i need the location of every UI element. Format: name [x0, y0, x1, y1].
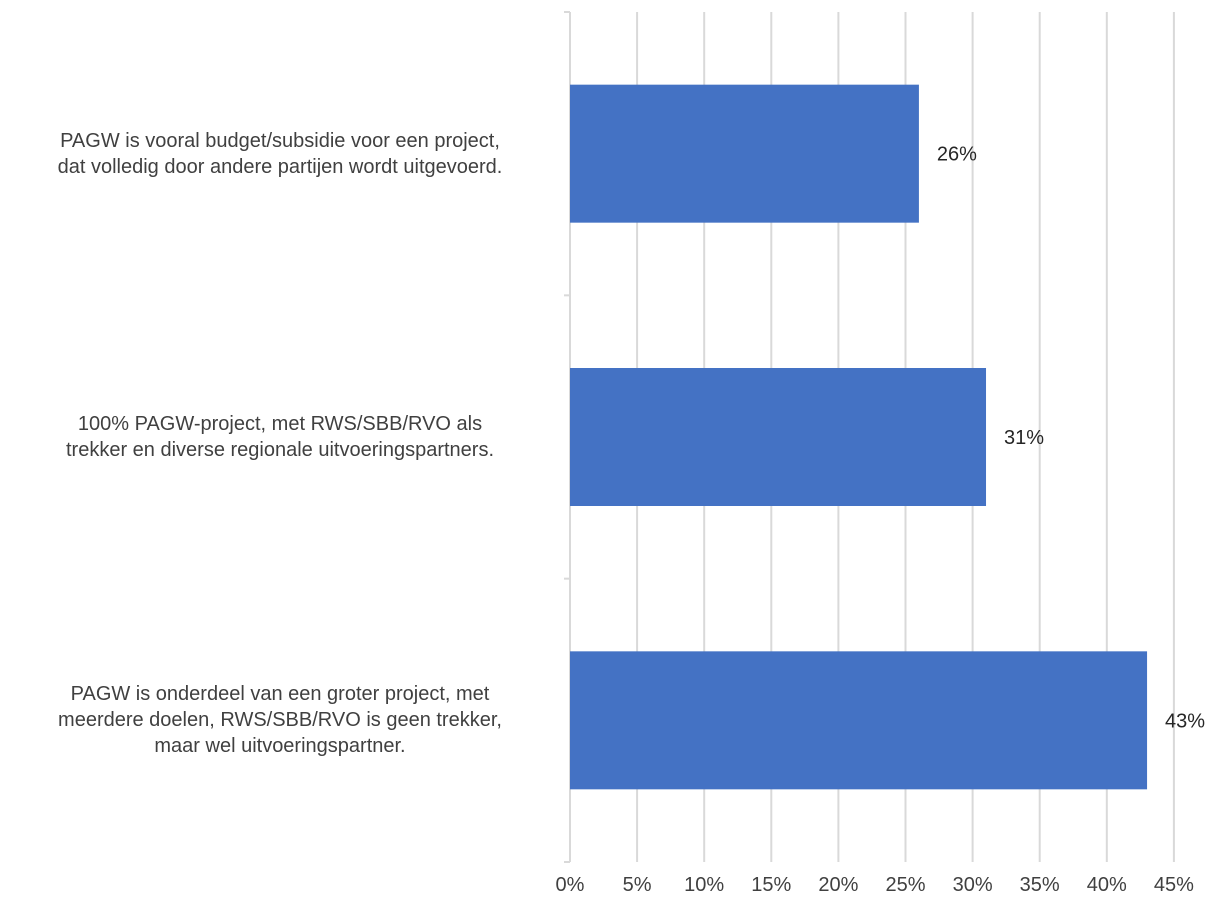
- x-tick-label: 30%: [953, 874, 993, 896]
- bar: [570, 651, 1148, 790]
- category-label-line: PAGW is vooral budget/subsidie voor een …: [60, 129, 500, 152]
- x-tick-label: 25%: [885, 874, 925, 896]
- data-label: 26%: [937, 144, 977, 166]
- data-label: 43%: [1165, 710, 1205, 732]
- x-tick-label: 45%: [1154, 874, 1194, 896]
- category-label: PAGW is vooral budget/subsidie voor een …: [0, 128, 560, 180]
- x-tick-label: 20%: [818, 874, 858, 896]
- x-tick-label: 40%: [1087, 874, 1127, 896]
- category-label-line: 100% PAGW-project, met RWS/SBB/RVO als: [77, 413, 483, 435]
- x-tick-label: 10%: [684, 874, 724, 896]
- category-label-line: meerdere doelen, RWS/SBB/RVO is geen tre…: [58, 709, 502, 732]
- category-axis: [564, 11, 571, 863]
- x-tick-label: 15%: [751, 874, 791, 896]
- category-label: 100% PAGW-project, met RWS/SBB/RVO als tr…: [0, 411, 560, 463]
- bars: [570, 84, 1148, 790]
- category-label-line: maar wel uitvoeringspartner.: [154, 735, 406, 758]
- category-label: PAGW is onderdeel van een groter project…: [0, 681, 560, 759]
- bar: [570, 368, 987, 506]
- x-axis-tick-labels: 0% 5% 10% 15% 20% 25% 30% 35% 40% 45%: [556, 874, 1195, 896]
- bar: [570, 84, 919, 223]
- x-tick-label: 0%: [556, 874, 585, 896]
- data-labels: 26% 31% 43%: [937, 144, 1205, 733]
- data-label: 31%: [1004, 427, 1044, 449]
- category-label-line: PAGW is onderdeel van een groter project…: [70, 683, 490, 706]
- x-tick-label: 5%: [623, 874, 652, 896]
- category-label-line: dat volledig door andere partijen wordt …: [57, 155, 503, 178]
- category-label-line: trekker en diverse regionale uitvoerings…: [66, 439, 494, 461]
- x-tick-label: 35%: [1020, 874, 1060, 896]
